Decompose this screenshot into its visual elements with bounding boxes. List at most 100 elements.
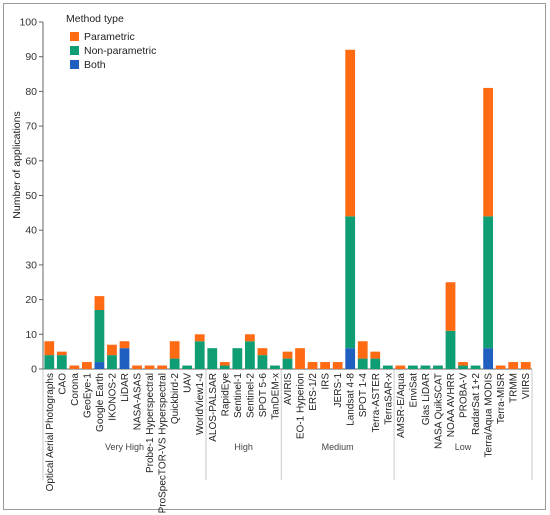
bar-parametric [320, 362, 331, 369]
bar-non-parametric [219, 365, 230, 369]
y-tick-label: 80 [25, 86, 37, 98]
bar-parametric [94, 296, 105, 311]
bar-parametric [395, 365, 406, 369]
bar-both [119, 348, 130, 369]
legend-entry: Parametric [84, 31, 135, 43]
legend-entry: Non-parametric [84, 45, 156, 57]
category-label: SPOT 5-6 [258, 373, 269, 418]
group-labels: Very High High Medium Low [42, 369, 533, 480]
chart-frame [3, 3, 546, 510]
category-label: AMSR-E/Aqua [396, 373, 407, 438]
bar-parametric [332, 362, 343, 369]
y-tick-label: 0 [31, 364, 37, 376]
bars [44, 49, 531, 369]
bar-parametric [257, 348, 268, 356]
category-label: VIIRS [521, 373, 532, 399]
bar-parametric [132, 365, 142, 369]
bar-non-parametric [232, 348, 243, 369]
category-label: PROBA-V [459, 373, 470, 418]
bar-non-parametric [44, 355, 55, 369]
bar-parametric [445, 282, 456, 331]
bar-non-parametric [194, 341, 205, 369]
bar-non-parametric [470, 365, 481, 369]
category-label: SPOT 1-4 [358, 373, 369, 418]
group-label: Medium [322, 442, 354, 452]
bar-both [483, 348, 494, 369]
category-label: GeoEye-1 [82, 373, 93, 418]
bar-non-parametric [107, 355, 117, 369]
category-label: NASA QuikSCAT [433, 373, 444, 449]
category-label: ERS-1/2 [308, 373, 319, 411]
y-tick-label: 50 [25, 190, 37, 202]
bar-non-parametric [433, 365, 443, 369]
category-label: IKONOS-2 [107, 373, 118, 421]
bar-non-parametric [94, 310, 105, 363]
bar-parametric [81, 362, 92, 369]
bar-non-parametric [445, 330, 456, 369]
group-label: Low [455, 442, 472, 452]
category-label: Probe-1 Hyperspectral [145, 373, 156, 473]
category-label: RadarSat 1+2 [471, 373, 482, 435]
bar-parametric [244, 334, 255, 342]
group-label: Very High [105, 442, 144, 452]
y-tick-label: 90 [25, 51, 37, 63]
bar-parametric [282, 351, 293, 359]
bar-non-parametric [420, 365, 431, 369]
bar-non-parametric [182, 365, 193, 369]
category-label: TRMM [509, 373, 520, 403]
y-tick-label: 60 [25, 155, 37, 167]
legend-swatch [70, 60, 79, 69]
legend-swatch [70, 32, 79, 41]
category-label: AVIRIS [283, 373, 294, 405]
bar-non-parametric [282, 358, 293, 369]
bar-non-parametric [169, 358, 180, 369]
category-label: Sentinel-1 [233, 373, 244, 418]
bar-non-parametric [483, 216, 494, 349]
bar-parametric [144, 365, 155, 369]
category-label: RapidEye [220, 373, 231, 417]
bar-non-parametric [370, 358, 381, 369]
bar-parametric [194, 334, 205, 342]
bar-both [345, 348, 356, 369]
bar-non-parametric [207, 348, 218, 369]
y-axis: 0 10 20 30 40 50 60 70 80 90 100 [19, 17, 44, 376]
group-label: High [234, 442, 253, 452]
bar-parametric [295, 348, 305, 369]
bar-non-parametric [56, 355, 67, 369]
bar-parametric [357, 341, 368, 359]
category-label: Quickbird-2 [170, 373, 181, 425]
bar-parametric [119, 341, 130, 349]
bar-non-parametric [244, 341, 255, 369]
category-label: LiDAR [120, 373, 131, 402]
bar-parametric [307, 362, 318, 369]
category-label: UAV [183, 373, 194, 393]
legend-entry: Both [84, 59, 106, 71]
category-label: Terra-MISR [496, 373, 507, 424]
bar-parametric [157, 365, 168, 369]
y-tick-label: 40 [25, 225, 37, 237]
category-label: Corona [70, 373, 81, 406]
category-label: NOAA AVHRR [446, 373, 457, 437]
y-tick-label: 30 [25, 259, 37, 271]
legend: Method type Parametric Non-parametric Both [66, 13, 156, 71]
category-label: JERS-1 [333, 373, 344, 408]
bar-parametric [169, 341, 180, 359]
legend-swatch [70, 46, 79, 55]
bar-both [94, 362, 105, 369]
category-labels: Optical Aerial Photographs CAO Corona GeoEy… [45, 373, 532, 514]
bar-parametric [508, 362, 519, 369]
y-tick-label: 70 [25, 121, 37, 133]
bar-parametric [495, 365, 506, 369]
category-label: Glas LiDAR [421, 373, 432, 425]
category-label: ProSpecTOR-VS Hyperspectral [158, 373, 169, 513]
bar-non-parametric [257, 355, 268, 369]
category-label: WorldView1-4 [195, 373, 206, 435]
bar-non-parametric [345, 216, 356, 349]
category-label: CAO [57, 373, 68, 395]
bar-non-parametric [357, 358, 368, 369]
category-label: NASA-ASAS [133, 373, 144, 431]
category-label: TanDEM-x [270, 373, 281, 420]
y-tick-label: 100 [19, 17, 37, 29]
bar-parametric [520, 362, 531, 369]
